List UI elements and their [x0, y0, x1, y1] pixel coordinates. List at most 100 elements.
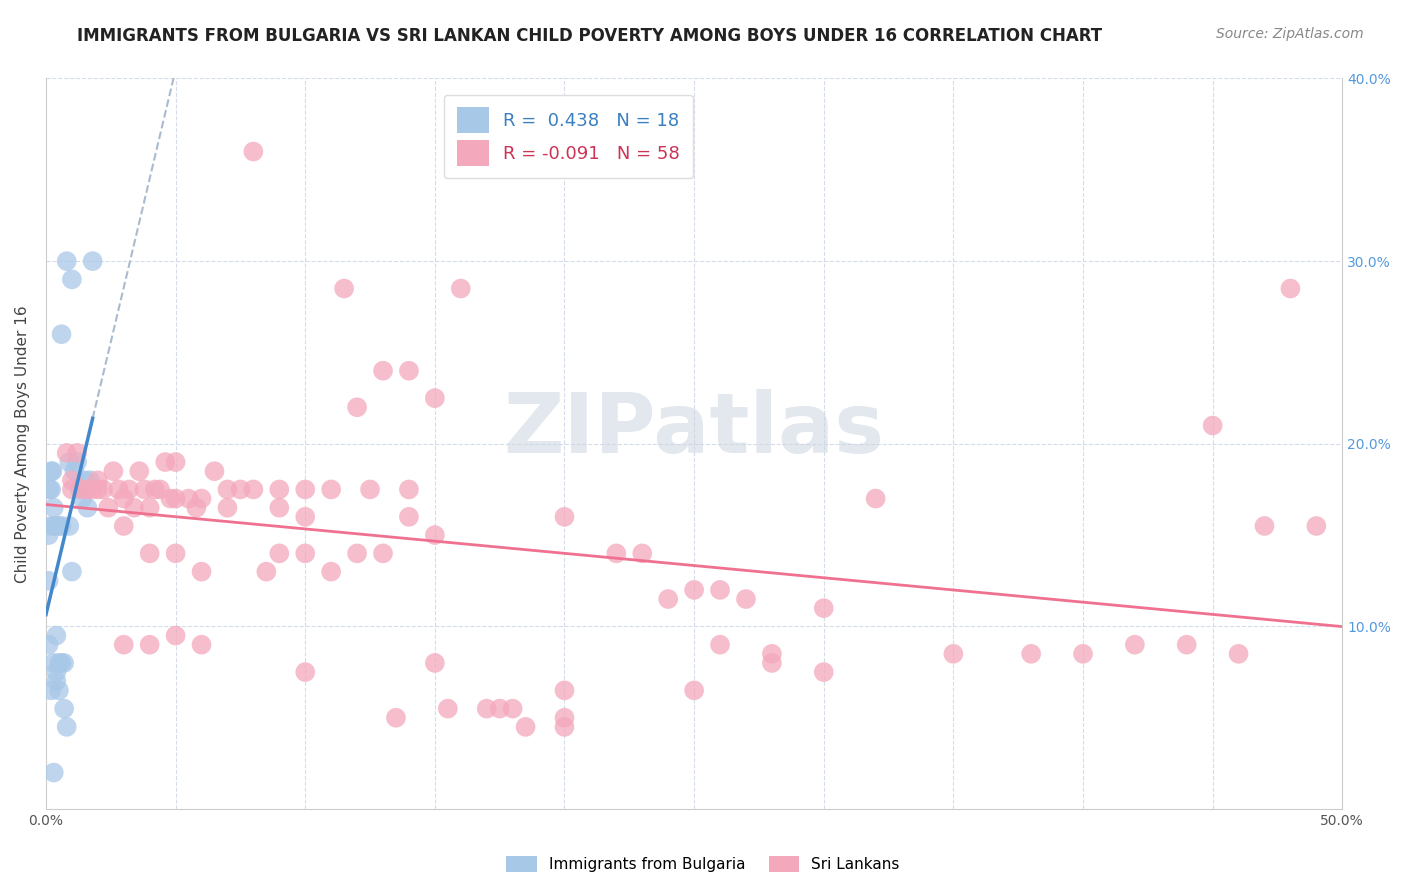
Point: [423, 391, 446, 405]
Point: [159, 491, 181, 506]
Point: [294, 509, 316, 524]
Point: [97, 500, 120, 515]
Point: [423, 528, 446, 542]
Point: [165, 491, 187, 506]
Y-axis label: Child Poverty Among Boys Under 16: Child Poverty Among Boys Under 16: [15, 305, 30, 582]
Point: [502, 701, 524, 715]
Text: IMMIGRANTS FROM BULGARIA VS SRI LANKAN CHILD POVERTY AMONG BOYS UNDER 16 CORRELA: IMMIGRANTS FROM BULGARIA VS SRI LANKAN C…: [77, 27, 1102, 45]
Point: [553, 509, 575, 524]
Point: [242, 145, 264, 159]
Point: [1019, 647, 1042, 661]
Point: [149, 483, 172, 497]
Point: [321, 565, 343, 579]
Point: [346, 546, 368, 560]
Point: [761, 647, 783, 661]
Point: [39, 519, 62, 533]
Point: [48, 683, 70, 698]
Point: [72, 483, 94, 497]
Point: [138, 500, 160, 515]
Point: [294, 546, 316, 560]
Point: [942, 647, 965, 661]
Point: [58, 455, 80, 469]
Point: [39, 464, 62, 478]
Point: [39, 483, 62, 497]
Point: [103, 464, 125, 478]
Point: [631, 546, 654, 560]
Point: [735, 592, 758, 607]
Point: [42, 519, 65, 533]
Point: [39, 683, 62, 698]
Point: [118, 483, 141, 497]
Point: [60, 473, 83, 487]
Point: [1175, 638, 1198, 652]
Point: [371, 364, 394, 378]
Point: [813, 601, 835, 615]
Point: [58, 519, 80, 533]
Point: [72, 491, 94, 506]
Point: [87, 483, 110, 497]
Point: [269, 546, 291, 560]
Text: ZIPatlas: ZIPatlas: [503, 389, 884, 470]
Point: [709, 582, 731, 597]
Point: [204, 464, 226, 478]
Point: [761, 656, 783, 670]
Legend: R =  0.438   N = 18, R = -0.091   N = 58: R = 0.438 N = 18, R = -0.091 N = 58: [444, 95, 693, 178]
Point: [45, 674, 67, 689]
Point: [45, 665, 67, 679]
Point: [42, 765, 65, 780]
Point: [294, 665, 316, 679]
Point: [76, 483, 98, 497]
Point: [48, 656, 70, 670]
Point: [42, 656, 65, 670]
Point: [155, 455, 177, 469]
Point: [53, 656, 76, 670]
Point: [87, 473, 110, 487]
Point: [605, 546, 627, 560]
Point: [190, 491, 212, 506]
Point: [398, 364, 420, 378]
Point: [41, 464, 63, 478]
Point: [73, 473, 96, 487]
Point: [321, 483, 343, 497]
Point: [269, 483, 291, 497]
Point: [138, 638, 160, 652]
Point: [51, 327, 73, 342]
Point: [165, 455, 187, 469]
Point: [488, 701, 510, 715]
Point: [865, 491, 887, 506]
Point: [813, 665, 835, 679]
Point: [683, 582, 706, 597]
Point: [190, 638, 212, 652]
Point: [82, 254, 104, 268]
Point: [385, 711, 408, 725]
Point: [165, 629, 187, 643]
Point: [38, 528, 60, 542]
Point: [1253, 519, 1275, 533]
Point: [371, 546, 394, 560]
Point: [553, 711, 575, 725]
Point: [122, 500, 145, 515]
Point: [683, 683, 706, 698]
Point: [112, 491, 135, 506]
Point: [346, 401, 368, 415]
Point: [1279, 281, 1302, 295]
Point: [398, 483, 420, 497]
Point: [82, 483, 104, 497]
Point: [55, 720, 77, 734]
Point: [1227, 647, 1250, 661]
Point: [45, 629, 67, 643]
Point: [51, 519, 73, 533]
Point: [475, 701, 498, 715]
Point: [190, 565, 212, 579]
Point: [38, 574, 60, 588]
Point: [38, 483, 60, 497]
Point: [242, 483, 264, 497]
Point: [38, 638, 60, 652]
Point: [45, 519, 67, 533]
Point: [107, 483, 129, 497]
Point: [515, 720, 537, 734]
Point: [423, 656, 446, 670]
Legend: Immigrants from Bulgaria, Sri Lankans: Immigrants from Bulgaria, Sri Lankans: [499, 848, 907, 880]
Point: [1123, 638, 1146, 652]
Point: [134, 483, 156, 497]
